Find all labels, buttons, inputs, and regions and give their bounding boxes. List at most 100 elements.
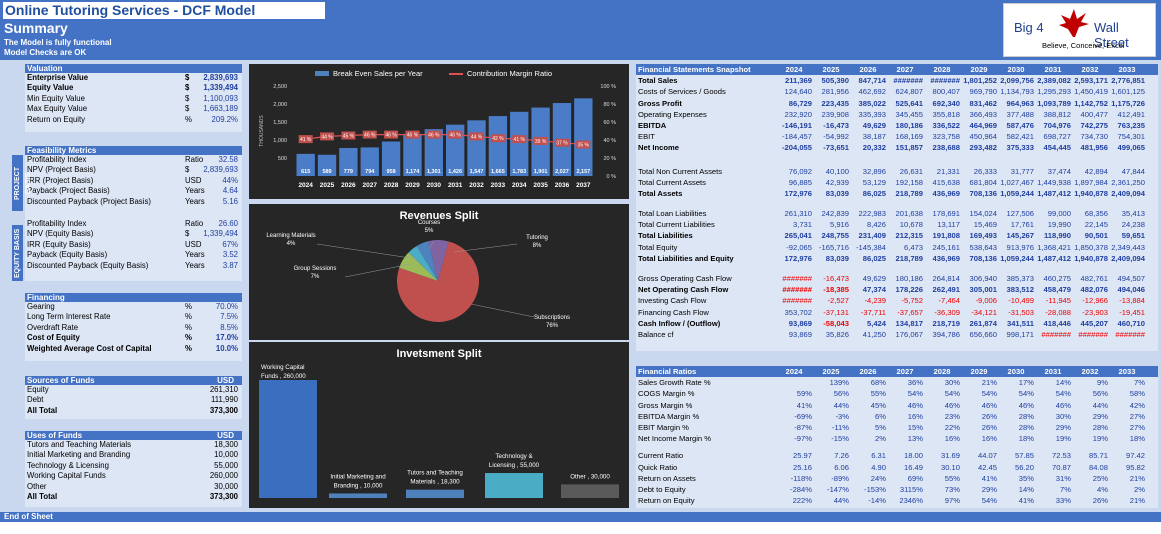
table-row: Total Liabilities and Equity 172,976 83,03… xyxy=(636,253,1158,264)
table-cell: -11% xyxy=(831,422,849,432)
footer: End of Sheet xyxy=(0,512,1161,522)
table-cell: ####### xyxy=(782,296,812,306)
table-cell: 22% xyxy=(944,422,960,432)
table-cell: -13,884 xyxy=(1119,296,1145,306)
table-cell: 44.07 xyxy=(977,451,997,461)
table-cell: 41% xyxy=(981,473,997,483)
investment-split-svg: Invetsment Split Working Capital Funds , 2… xyxy=(259,348,619,498)
metric-unit: $ xyxy=(185,165,190,175)
table-cell: 57.85 xyxy=(1014,451,1034,461)
table-cell: 70.87 xyxy=(1051,462,1071,472)
sources-panel: Sources of Funds USD Equity 261,310 Debt 111… xyxy=(25,376,242,419)
table-cell: 151,857 xyxy=(895,143,923,153)
bar-value-label: 1,547 xyxy=(470,169,484,175)
table-row: Cash Inflow / (Outflow) 93,869 -58,043 5,42… xyxy=(636,318,1158,329)
table-row: Sales Growth Rate % 139% 68% 36% 30% 21% 17% 14… xyxy=(636,377,1158,388)
metric-row: Technology & Licensing 55,000 xyxy=(25,461,242,471)
table-cell: 46% xyxy=(944,400,960,410)
investment-bar-label: Funds , 260,000 xyxy=(261,373,306,380)
table-cell: 265,041 xyxy=(784,231,812,241)
table-cell: 54% xyxy=(981,496,997,506)
metric-row: Payback (Project Basis) Years 4.64 xyxy=(25,186,242,196)
metric-row: Discounted Payback (Project Basis) Years 5… xyxy=(25,197,242,207)
row-label: Total Equity xyxy=(638,242,678,252)
legend-bar-label: Break Even Sales per Year xyxy=(333,69,423,78)
table-cell: 46% xyxy=(1055,400,1071,410)
table-cell: 385,373 xyxy=(1006,274,1034,283)
table-cell: 969,790 xyxy=(969,87,997,97)
table-cell: -204,055 xyxy=(782,143,812,153)
investment-bar xyxy=(406,489,464,498)
table-cell: 72.53 xyxy=(1051,451,1071,461)
slice-label: Group Sessions xyxy=(294,266,337,272)
table-cell: 26,631 xyxy=(899,166,923,176)
table-cell: 8,426 xyxy=(866,220,886,230)
table-cell: 97.42 xyxy=(1125,451,1145,461)
model-checks-note: Model Checks are OK xyxy=(4,48,87,57)
row-label: Net Operating Cash Flow xyxy=(638,285,729,295)
investment-bar xyxy=(259,380,317,498)
table-cell: 5,916 xyxy=(829,220,849,230)
row-label: Total Current Assets xyxy=(638,177,706,187)
table-cell: 462,692 xyxy=(858,87,886,97)
table-cell: 624,807 xyxy=(895,87,923,97)
metric-value: 70.0% xyxy=(215,302,238,311)
leader-line xyxy=(344,263,412,278)
bar-value-label: 1,174 xyxy=(406,169,421,175)
metric-unit: Ratio xyxy=(185,218,204,228)
table-cell: 412,491 xyxy=(1117,109,1145,119)
metric-unit: USD xyxy=(185,239,202,249)
logo-tagline: Believe, Conceive, Excel xyxy=(1042,41,1125,50)
table-cell: 46% xyxy=(981,400,997,410)
table-cell: 16% xyxy=(907,411,923,421)
metric-value: 4.64 xyxy=(222,186,238,196)
break-even-bar xyxy=(510,111,529,176)
y2-tick-label: 0 % xyxy=(607,174,617,180)
table-cell: 26,333 xyxy=(973,166,997,176)
table-cell: 32,896 xyxy=(862,166,886,176)
table-cell: -2,527 xyxy=(827,296,849,306)
table-cell: 6,473 xyxy=(903,242,923,252)
financing-rows: Gearing% 70.0% Long Term Interest Rate% 7.5… xyxy=(25,302,242,354)
table-cell: -153% xyxy=(864,484,886,494)
uses-header: Uses of Funds USD xyxy=(25,431,242,440)
table-cell: 53,129 xyxy=(862,177,886,187)
table-cell: 2,349,443 xyxy=(1111,242,1145,252)
metric-label: Initial Marketing and Branding xyxy=(27,450,131,460)
table-cell: 1,093,789 xyxy=(1037,98,1071,108)
table-cell: 212,315 xyxy=(895,231,923,241)
table-cell: -36,309 xyxy=(934,307,960,317)
metric-value: 260,000 xyxy=(209,471,238,481)
table-cell: 383,512 xyxy=(1006,285,1034,295)
table-cell: 355,818 xyxy=(932,109,960,119)
y2-tick-label: 100 % xyxy=(600,84,616,90)
y-tick-label: 1,000 xyxy=(273,138,287,144)
table-cell: 582,421 xyxy=(1006,132,1034,142)
slice-percent: 4% xyxy=(287,241,296,247)
table-cell: 388,812 xyxy=(1043,109,1071,119)
sources-title: Sources of Funds xyxy=(27,376,95,385)
metric-unit: % xyxy=(185,343,192,353)
table-cell: 15,469 xyxy=(973,220,997,230)
table-title: Financial Statements Snapshot xyxy=(638,65,751,74)
table-cell: 28% xyxy=(1018,422,1034,432)
table-cell: 464,969 xyxy=(969,120,997,130)
row-label: Financing Cash Flow xyxy=(638,307,709,317)
metric-row: Other 30,000 xyxy=(25,482,242,492)
table-cell: 18.00 xyxy=(903,451,923,461)
row-label: Total Loan Liabilities xyxy=(638,209,707,219)
table-cell: 36% xyxy=(907,378,923,388)
table-cell: 37,474 xyxy=(1047,166,1071,176)
x-tick-label: 2032 xyxy=(469,182,484,189)
table-cell: -9,006 xyxy=(975,296,997,306)
table-row: Net Operating Cash Flow ####### -18,385 47,… xyxy=(636,284,1158,295)
table-cell: 13,117 xyxy=(937,220,960,230)
table-cell: 49,629 xyxy=(862,120,886,130)
table-cell: 436,969 xyxy=(932,188,960,198)
bar-value-label: 779 xyxy=(344,169,353,175)
table-cell: -118% xyxy=(790,473,812,483)
table-cell: 445,207 xyxy=(1080,318,1108,328)
table-cell: 2,409,094 xyxy=(1111,253,1145,263)
revenues-split-chart: Revenues Split Courses 5% Tutoring 8% Subscri… xyxy=(249,204,629,340)
table-cell: 494,507 xyxy=(1117,274,1145,283)
